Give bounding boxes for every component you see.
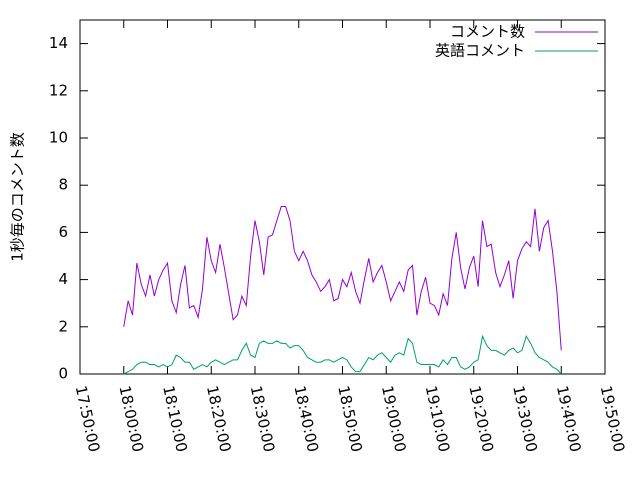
plot-border — [79, 19, 606, 375]
y-tick-label: 8 — [58, 176, 68, 194]
y-tick-label: 12 — [49, 81, 68, 99]
y-axis-label: 1秒毎のコメント数 — [9, 132, 27, 262]
x-tick-label: 19:10:00 — [422, 384, 454, 454]
legend-label: コメント数 — [450, 23, 525, 41]
y-tick-label: 2 — [58, 317, 68, 335]
x-tick-label: 18:40:00 — [290, 384, 322, 454]
x-tick-label: 19:50:00 — [597, 384, 629, 454]
x-tick-label: 18:30:00 — [247, 384, 279, 454]
y-tick-label: 4 — [58, 270, 68, 288]
x-tick-label: 18:10:00 — [159, 384, 191, 454]
series-line — [123, 205, 562, 351]
x-tick-label: 18:50:00 — [334, 384, 366, 454]
x-tick-label: 18:20:00 — [203, 384, 235, 454]
y-tick-label: 10 — [49, 129, 68, 147]
x-tick-label: 18:00:00 — [115, 384, 147, 454]
y-tick-label: 14 — [49, 34, 68, 52]
series-line — [123, 334, 562, 375]
x-tick-label: 17:50:00 — [72, 384, 104, 454]
x-tick-label: 19:20:00 — [465, 384, 497, 454]
y-tick-label: 0 — [58, 365, 68, 383]
x-tick-label: 19:40:00 — [553, 384, 585, 454]
x-tick-label: 19:00:00 — [378, 384, 410, 454]
legend-label: 英語コメント — [435, 42, 525, 60]
x-tick-label: 19:30:00 — [509, 384, 541, 454]
y-tick-label: 6 — [58, 223, 68, 241]
